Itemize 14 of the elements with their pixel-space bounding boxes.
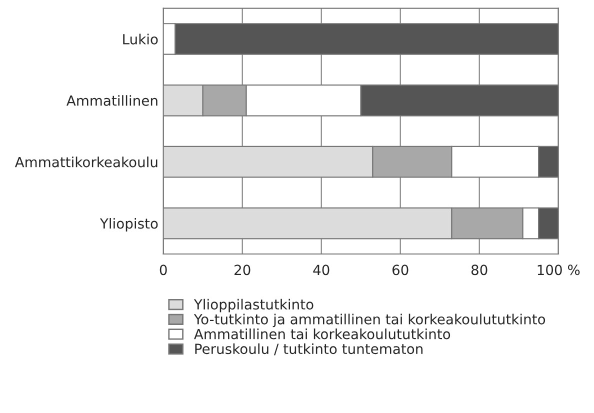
y-tick-label: Lukio [123,34,158,44]
x-tick-label: 80 [471,264,488,276]
legend-label: Peruskoulu / tutkinto tuntematon [195,343,422,356]
legend-label: Ammatillinen tai korkeakoulututkinto [194,328,450,340]
x-tick-label: 60 [392,264,408,276]
x-tick-label: 100 % [538,264,580,276]
x-tick-label: 20 [234,264,250,276]
x-tick-label: 0 [160,264,167,276]
legend-label: Ylioppilastutkinto [194,298,314,312]
y-tick-label: Ammatillinen [66,95,158,106]
y-tick-label: Ammattikorkeakoulu [14,156,158,168]
x-tick-label: 40 [313,264,330,276]
legend-label: Yo-tutkinto ja ammatillinen tai korkeakoulututkinto [194,314,546,328]
y-tick-label: Yliopisto [100,218,158,232]
